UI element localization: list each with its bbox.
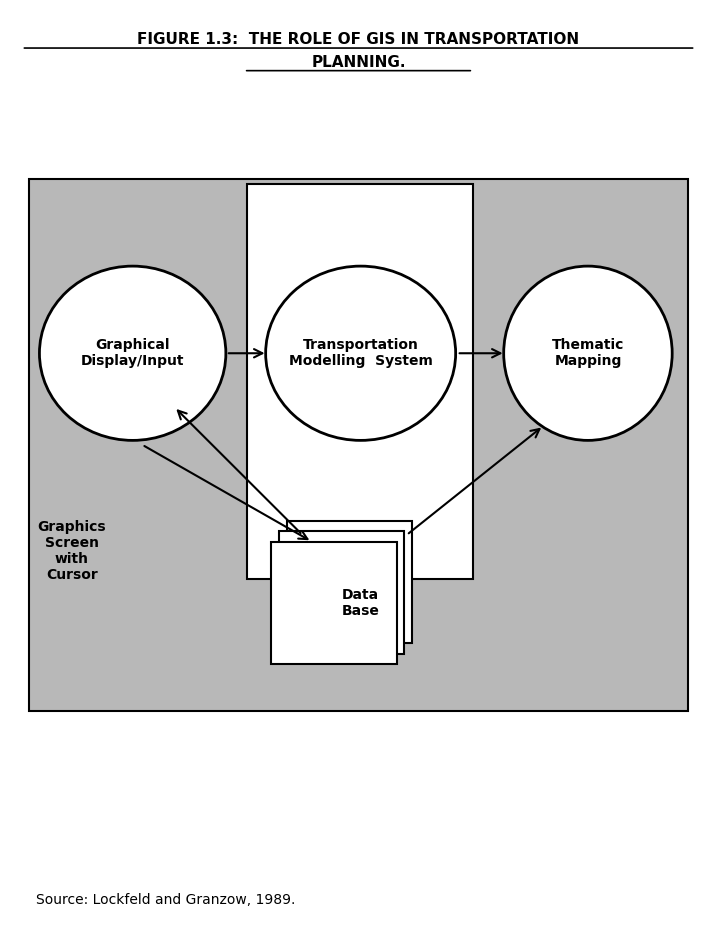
Ellipse shape bbox=[503, 266, 673, 441]
FancyBboxPatch shape bbox=[287, 521, 412, 643]
Text: FIGURE 1.3:  THE ROLE OF GIS IN TRANSPORTATION: FIGURE 1.3: THE ROLE OF GIS IN TRANSPORT… bbox=[138, 32, 579, 47]
Text: PLANNING.: PLANNING. bbox=[311, 55, 406, 70]
FancyBboxPatch shape bbox=[247, 184, 473, 579]
Text: Graphics
Screen
with
Cursor: Graphics Screen with Cursor bbox=[37, 520, 106, 582]
Text: Graphical
Display/Input: Graphical Display/Input bbox=[81, 338, 184, 368]
FancyBboxPatch shape bbox=[279, 531, 404, 654]
Text: Data
Base: Data Base bbox=[342, 588, 379, 618]
Text: Thematic
Mapping: Thematic Mapping bbox=[552, 338, 624, 368]
FancyBboxPatch shape bbox=[271, 542, 397, 664]
Text: Source: Lockfeld and Granzow, 1989.: Source: Lockfeld and Granzow, 1989. bbox=[36, 893, 295, 906]
FancyBboxPatch shape bbox=[29, 179, 688, 711]
Ellipse shape bbox=[39, 266, 226, 441]
Text: Transportation
Modelling  System: Transportation Modelling System bbox=[289, 338, 432, 368]
Ellipse shape bbox=[265, 266, 456, 441]
